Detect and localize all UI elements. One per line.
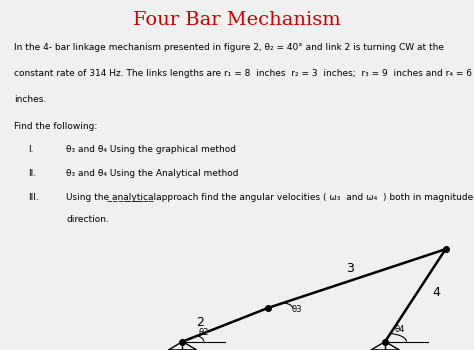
- Text: θ4: θ4: [394, 325, 404, 334]
- Text: direction.: direction.: [66, 215, 109, 224]
- Text: 4: 4: [433, 286, 441, 299]
- Text: constant rate of 314 Hz. The links lengths are r₁ = 8  inches  r₂ = 3  inches;  : constant rate of 314 Hz. The links lengt…: [14, 69, 472, 78]
- Text: I.: I.: [28, 145, 34, 154]
- Text: II.: II.: [28, 169, 36, 178]
- Text: θ2: θ2: [199, 328, 209, 337]
- Text: θ3: θ3: [291, 304, 301, 314]
- Text: Find the following:: Find the following:: [14, 121, 98, 131]
- Text: 3: 3: [346, 262, 354, 275]
- Text: θ₃ and θ₄ Using the graphical method: θ₃ and θ₄ Using the graphical method: [66, 145, 237, 154]
- Text: θ₃ and θ₄ Using the Analytical method: θ₃ and θ₄ Using the Analytical method: [66, 169, 239, 178]
- Text: In the 4- bar linkage mechanism presented in figure 2, θ₂ = 40° and link 2 is tu: In the 4- bar linkage mechanism presente…: [14, 43, 444, 52]
- Text: III.: III.: [28, 193, 39, 202]
- Text: inches.: inches.: [14, 96, 46, 105]
- Text: 2: 2: [196, 315, 204, 329]
- Text: Four Bar Mechanism: Four Bar Mechanism: [133, 11, 341, 29]
- Text: Using the ̲a̲n̲a̲l̲y̲t̲i̲c̲a̲lapproach find the angular velocities ( ω₃  and ω₄ : Using the ̲a̲n̲a̲l̲y̲t̲i̲c̲a̲lapproach f…: [66, 193, 474, 202]
